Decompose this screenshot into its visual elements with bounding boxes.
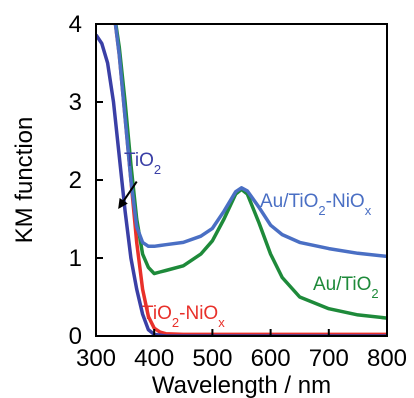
- y-tick-label: 4: [69, 11, 82, 38]
- x-axis-title: Wavelength / nm: [152, 372, 331, 398]
- tio2-annotation-arrow: [118, 180, 138, 209]
- x-tick-label: 800: [367, 345, 407, 372]
- x-tick-label: 400: [134, 345, 174, 372]
- y-tick-label: 2: [69, 167, 82, 194]
- y-axis-title: KM function: [11, 117, 38, 244]
- x-tick-label: 600: [251, 345, 291, 372]
- y-tick-label: 3: [69, 89, 82, 116]
- series-label-tio2: TiO2: [124, 150, 161, 177]
- series-label-tio2-niox: TiO2-NiOx: [142, 303, 225, 330]
- series-line-au-tio2-niox: [113, 24, 387, 259]
- ticks-layer: 300 400 500 600 700 800 0 1 2 3 4: [69, 11, 407, 372]
- series-label-au-tio2: Au/TiO2: [313, 274, 379, 301]
- y-tick-label: 0: [69, 323, 82, 350]
- series-labels-layer: TiO2 TiO2-NiOx Au/TiO2 Au/TiO2-NiOx: [124, 150, 379, 330]
- x-tick-label: 300: [76, 345, 116, 372]
- y-tick-label: 1: [69, 245, 82, 272]
- series-label-au-tio2-niox: Au/TiO2-NiOx: [260, 191, 372, 218]
- x-tick-label: 700: [309, 345, 349, 372]
- x-tick-label: 500: [192, 345, 232, 372]
